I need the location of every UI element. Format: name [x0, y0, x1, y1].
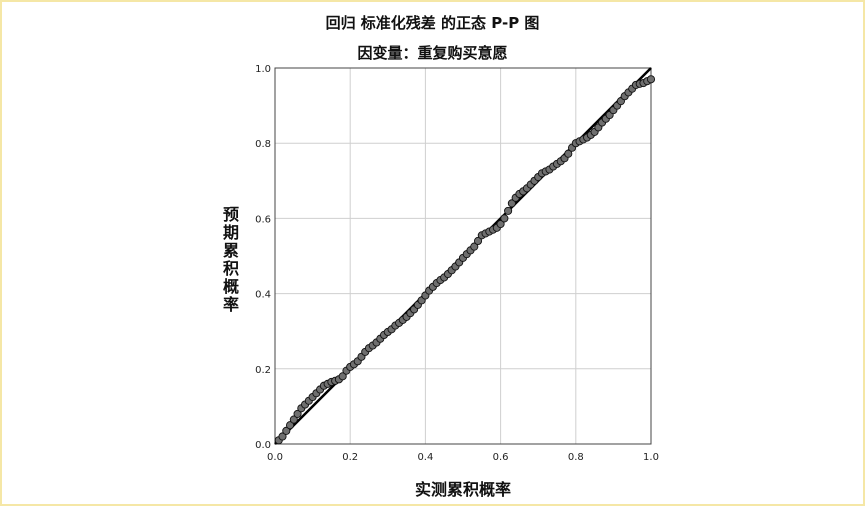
data-point	[470, 242, 479, 251]
x-tick-label: 0.4	[417, 452, 433, 463]
data-point	[282, 426, 291, 435]
y-tick-label: 0.6	[255, 214, 271, 225]
x-tick-label: 0.0	[267, 452, 283, 463]
data-point	[293, 409, 302, 418]
y-tick-label: 0.4	[255, 290, 271, 301]
y-axis-label: 预期累积概率	[222, 205, 239, 314]
data-point	[496, 219, 505, 229]
chart-title: 回归 标准化残差 的正态 P-P 图	[325, 14, 540, 32]
y-tick-label: 0.8	[255, 139, 271, 150]
data-point	[500, 214, 509, 223]
data-point	[646, 75, 656, 84]
y-tick-label: 1.0	[255, 64, 271, 75]
x-axis-label: 实测累积概率	[414, 480, 511, 499]
x-tick-label: 0.2	[342, 452, 358, 463]
plot-border	[274, 67, 652, 445]
data-point	[473, 236, 483, 246]
data-point	[507, 199, 516, 208]
data-point	[564, 149, 573, 158]
data-point	[289, 415, 298, 424]
chart-subtitle: 因变量：重复购买意愿	[357, 44, 508, 62]
data-point	[504, 206, 513, 215]
y-tick-label: 0.2	[255, 365, 271, 376]
x-tick-label: 0.8	[568, 452, 584, 463]
x-tick-label: 1.0	[643, 452, 659, 463]
data-point	[285, 421, 295, 430]
x-tick-label: 0.6	[493, 452, 509, 463]
y-tick-label: 0.0	[255, 440, 271, 451]
data-point	[338, 372, 347, 381]
data-point	[278, 432, 287, 441]
